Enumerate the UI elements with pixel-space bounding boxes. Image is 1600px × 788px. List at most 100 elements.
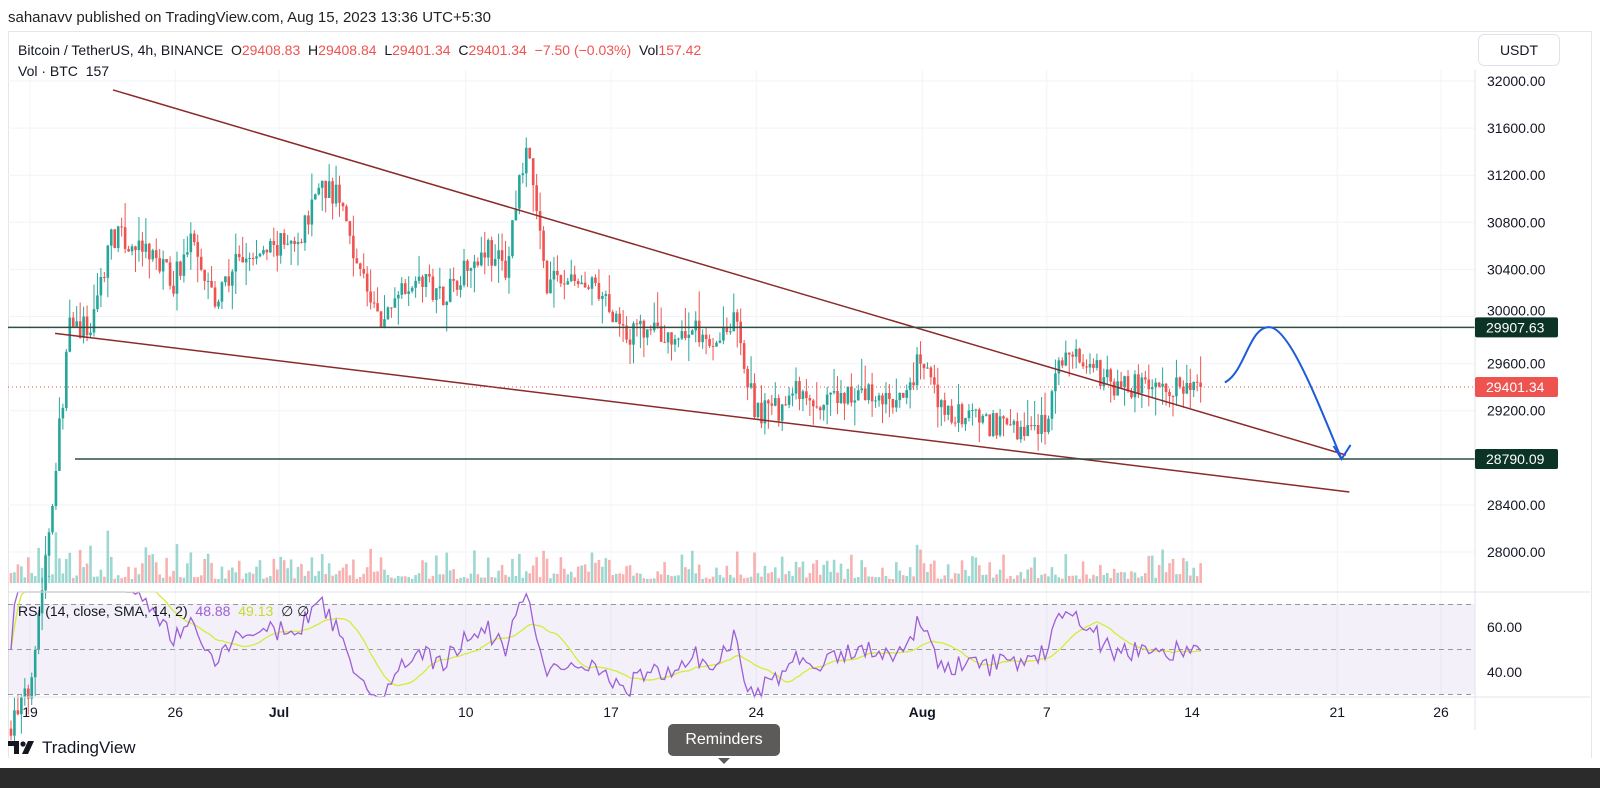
candle-body bbox=[58, 418, 61, 471]
candle-body bbox=[192, 233, 196, 243]
candle bbox=[725, 317, 729, 335]
candle bbox=[379, 310, 383, 328]
tradingview-logo[interactable]: TradingView bbox=[8, 738, 136, 758]
candle bbox=[134, 245, 137, 273]
volume-bar bbox=[307, 571, 310, 583]
volume-bar bbox=[767, 573, 770, 583]
volume-bar bbox=[521, 577, 525, 583]
candle bbox=[462, 248, 466, 288]
candle-body bbox=[358, 263, 362, 269]
candle-body bbox=[99, 276, 103, 296]
volume-bar bbox=[984, 574, 988, 583]
volume-bar bbox=[1078, 578, 1081, 583]
volume-bar bbox=[75, 575, 78, 583]
candle-body bbox=[801, 391, 805, 400]
candle-body bbox=[1016, 421, 1019, 440]
candle bbox=[168, 256, 172, 290]
projection-arrowhead-icon bbox=[1332, 444, 1352, 461]
volume-bar bbox=[569, 571, 573, 583]
candle-body bbox=[435, 288, 438, 300]
candle bbox=[524, 137, 528, 188]
volume-bar bbox=[998, 569, 1002, 583]
candle bbox=[812, 398, 815, 425]
tradingview-logo-icon bbox=[8, 741, 34, 754]
candle-body bbox=[383, 319, 386, 327]
candle bbox=[13, 697, 16, 750]
candle-body bbox=[694, 320, 698, 331]
candle-body bbox=[365, 273, 369, 292]
candle bbox=[1005, 417, 1009, 426]
candle bbox=[438, 267, 442, 299]
currency-button[interactable]: USDT bbox=[1478, 34, 1560, 66]
volume-bar bbox=[735, 551, 739, 583]
candle-body bbox=[960, 404, 964, 425]
candle-body bbox=[1078, 348, 1081, 363]
candle-body bbox=[307, 215, 310, 225]
candle bbox=[1033, 400, 1036, 431]
candle-body bbox=[1171, 396, 1175, 398]
candle bbox=[870, 372, 874, 417]
candle bbox=[933, 364, 936, 394]
volume-bar bbox=[154, 562, 158, 583]
candle-body bbox=[445, 301, 449, 306]
candle bbox=[587, 284, 590, 291]
candle bbox=[697, 291, 701, 347]
volume-bar bbox=[58, 558, 61, 583]
candle-body bbox=[829, 392, 832, 395]
candle-body bbox=[327, 181, 331, 199]
candle-body bbox=[1064, 352, 1068, 366]
volume-bar bbox=[639, 573, 642, 583]
candle-body bbox=[179, 261, 182, 276]
candle-body bbox=[780, 404, 784, 421]
candle-body bbox=[1150, 387, 1154, 390]
volume-legend[interactable]: Vol · BTC 157 bbox=[18, 63, 109, 79]
volume-bar bbox=[1067, 575, 1071, 583]
volume-bar bbox=[1040, 574, 1043, 583]
volume-bar bbox=[99, 569, 103, 583]
volume-bar bbox=[839, 563, 843, 583]
candle-body bbox=[670, 332, 673, 345]
candle-body bbox=[348, 221, 352, 236]
candle-body bbox=[33, 649, 37, 678]
volume-bar bbox=[1099, 564, 1102, 583]
candle-body bbox=[1185, 383, 1189, 394]
candle bbox=[988, 414, 991, 437]
candle-body bbox=[908, 382, 912, 391]
volume-bar bbox=[1009, 575, 1012, 583]
candle-body bbox=[939, 400, 943, 408]
candle-body bbox=[1119, 381, 1123, 388]
candle bbox=[898, 392, 902, 408]
candle-body bbox=[549, 279, 552, 294]
candle bbox=[54, 462, 58, 510]
volume-bar bbox=[684, 567, 687, 583]
volume-bar bbox=[1016, 575, 1019, 583]
volume-bar bbox=[794, 561, 798, 583]
candle bbox=[749, 356, 753, 390]
candle-body bbox=[815, 406, 819, 408]
candle-body bbox=[697, 320, 701, 343]
x-tick-label: 26 bbox=[1433, 704, 1449, 720]
volume-bar bbox=[421, 560, 424, 583]
candle bbox=[237, 245, 241, 262]
low-value: 29401.34 bbox=[392, 42, 451, 58]
symbol-name[interactable]: Bitcoin / TetherUS, 4h, BINANCE bbox=[18, 42, 224, 58]
rsi-legend[interactable]: RSI (14, close, SMA, 14, 2) 48.88 49.13 … bbox=[18, 603, 309, 620]
rsi-tick-label: 40.00 bbox=[1487, 664, 1522, 680]
candle bbox=[338, 175, 341, 217]
volume-bar bbox=[103, 576, 106, 583]
candle bbox=[1126, 369, 1130, 393]
candle-body bbox=[905, 390, 908, 398]
candle-body bbox=[538, 211, 542, 231]
candle bbox=[601, 291, 604, 324]
volume-bar bbox=[47, 575, 51, 583]
volume-bar bbox=[137, 574, 141, 583]
candle-body bbox=[324, 180, 327, 199]
candle bbox=[23, 678, 27, 706]
candle-body bbox=[120, 226, 123, 228]
x-tick-label: Jul bbox=[269, 704, 289, 720]
volume-bar bbox=[1116, 572, 1119, 583]
candle-body bbox=[663, 341, 666, 343]
volume-bar bbox=[732, 577, 736, 583]
volume-bar bbox=[23, 577, 27, 583]
